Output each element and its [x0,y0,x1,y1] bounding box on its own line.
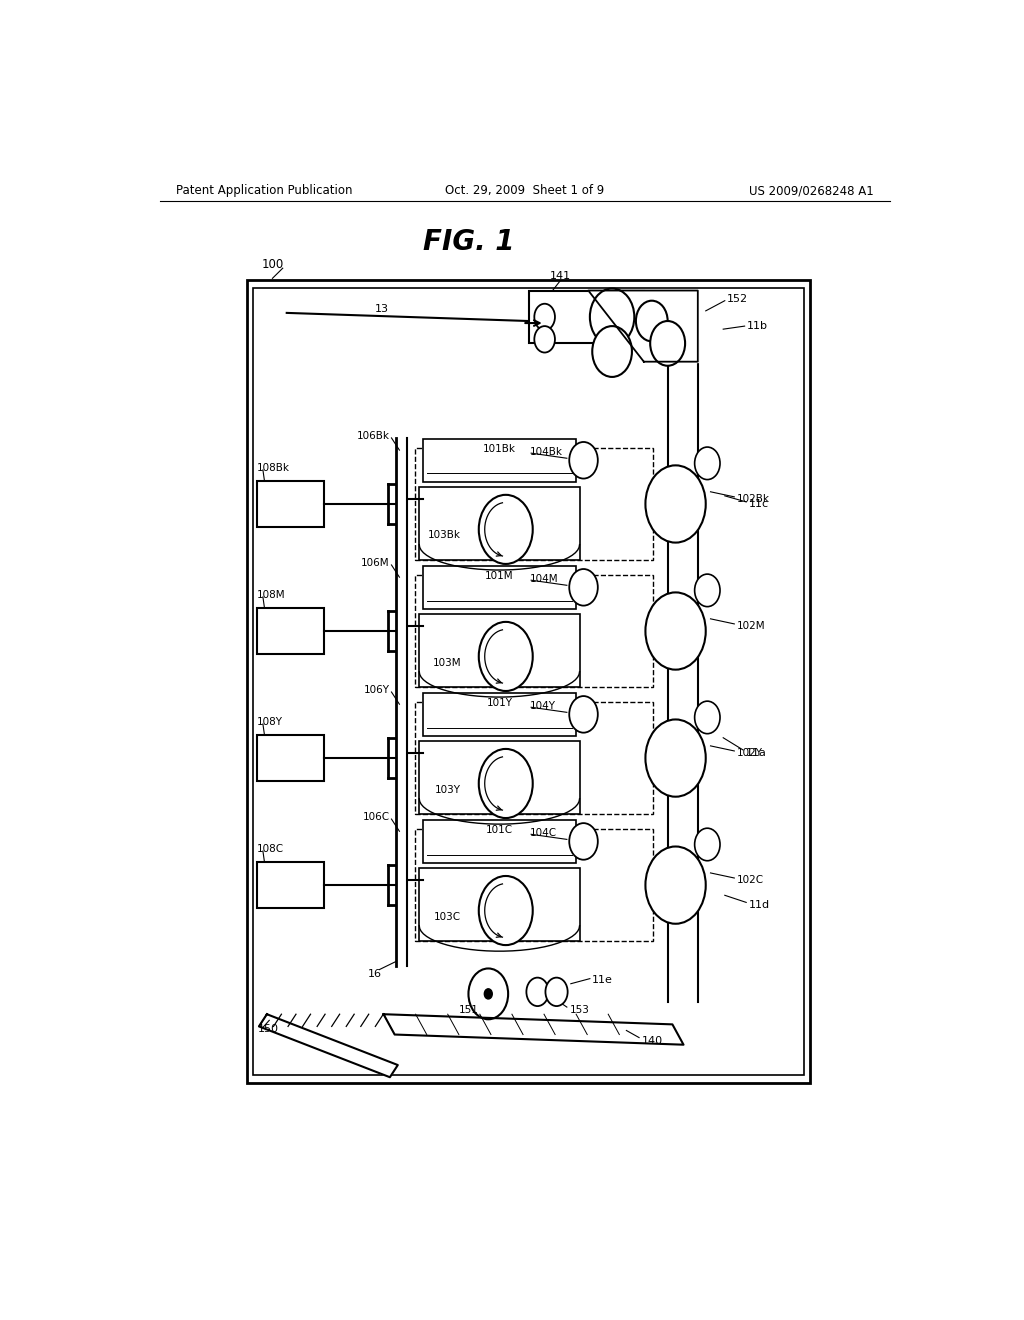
Text: FIG. 1: FIG. 1 [424,228,515,256]
Text: Oct. 29, 2009  Sheet 1 of 9: Oct. 29, 2009 Sheet 1 of 9 [445,185,604,198]
Text: 104M: 104M [529,574,558,585]
Circle shape [546,978,567,1006]
Circle shape [645,466,706,543]
Text: 103C: 103C [434,912,461,921]
Text: 140: 140 [642,1036,664,1045]
Bar [257,609,324,653]
Text: 152: 152 [727,293,749,304]
Bar [528,290,644,343]
Circle shape [569,569,598,606]
Text: 103Y: 103Y [435,784,461,795]
Bar [419,487,580,560]
Text: 106C: 106C [362,812,390,822]
Bar [416,447,653,560]
Text: 11d: 11d [749,900,770,911]
Bar [423,693,575,735]
Text: 151: 151 [460,1005,479,1015]
Circle shape [694,447,720,479]
Circle shape [694,574,720,607]
Text: 106Y: 106Y [364,685,390,694]
Circle shape [645,593,706,669]
Text: 150: 150 [257,1024,279,1035]
Circle shape [569,442,598,479]
Text: 108C: 108C [257,843,284,854]
Text: 101C: 101C [485,825,513,836]
Circle shape [479,876,532,945]
Text: 106Bk: 106Bk [357,430,390,441]
Circle shape [645,719,706,797]
Text: Patent Application Publication: Patent Application Publication [176,185,352,198]
Text: 11b: 11b [748,321,768,331]
Text: 11a: 11a [745,748,766,758]
Text: 104C: 104C [529,828,557,838]
Polygon shape [259,1014,397,1077]
Text: 101Y: 101Y [486,698,512,709]
Circle shape [694,828,720,861]
Text: 103Bk: 103Bk [428,531,461,540]
Text: 106M: 106M [361,558,390,568]
Text: 141: 141 [550,272,571,281]
Text: 11c: 11c [749,499,769,510]
Text: 13: 13 [375,304,389,314]
Bar [423,820,575,863]
Text: US 2009/0268248 A1: US 2009/0268248 A1 [750,185,873,198]
Circle shape [650,321,685,366]
Text: 102Y: 102Y [736,748,763,758]
Text: 16: 16 [368,969,382,978]
Bar [257,735,324,781]
Bar [419,741,580,814]
Circle shape [479,622,532,690]
Circle shape [479,748,532,818]
Text: 108Bk: 108Bk [257,463,290,473]
Text: 102M: 102M [736,620,765,631]
Text: 104Bk: 104Bk [529,447,562,457]
Text: 102Bk: 102Bk [736,494,770,504]
Circle shape [526,978,549,1006]
Circle shape [479,495,532,564]
Bar [257,862,324,908]
Text: 103M: 103M [433,657,461,668]
Bar [423,440,575,482]
Text: 101M: 101M [485,572,514,581]
Text: 102C: 102C [736,875,764,884]
Circle shape [569,696,598,733]
Polygon shape [588,290,697,362]
Text: 108Y: 108Y [257,717,283,727]
Circle shape [590,289,634,346]
Bar [416,576,653,686]
Bar [247,280,811,1084]
Circle shape [569,824,598,859]
Bar [416,702,653,814]
Circle shape [535,326,555,352]
Text: 153: 153 [570,1005,590,1015]
Bar [423,566,575,609]
Text: 11e: 11e [592,974,613,985]
Text: 101Bk: 101Bk [483,444,516,454]
Circle shape [592,326,632,378]
Text: 104Y: 104Y [529,701,556,711]
Circle shape [468,969,508,1019]
Circle shape [636,301,668,342]
Circle shape [535,304,555,330]
Bar [419,867,580,941]
Bar [253,289,804,1076]
Bar [419,614,580,686]
Text: 108M: 108M [257,590,286,601]
Bar [416,829,653,941]
Circle shape [694,701,720,734]
Bar [257,480,324,527]
Polygon shape [384,1014,684,1044]
Circle shape [484,989,493,999]
Text: 100: 100 [261,257,284,271]
Circle shape [645,846,706,924]
